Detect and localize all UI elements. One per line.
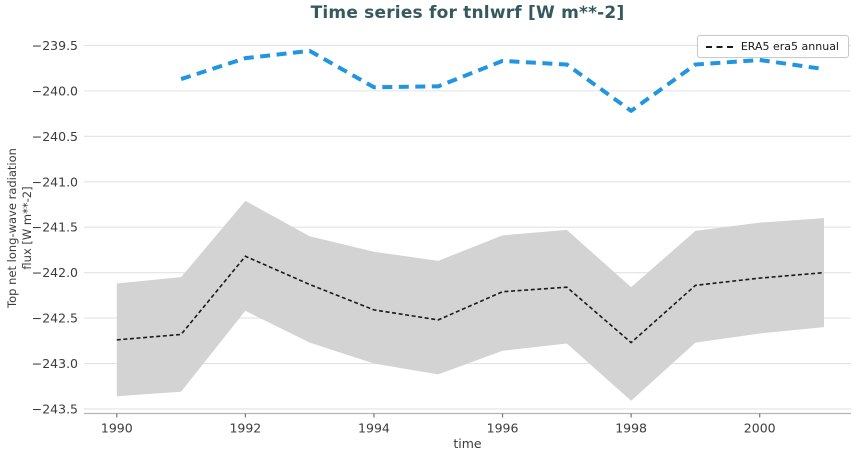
x-axis-label: time [453,436,482,451]
y-tick-label: −243.0 [32,356,78,371]
y-tick-label: −239.5 [32,38,78,53]
y-tick-label: −243.5 [32,401,78,416]
dashed-line-icon [705,45,733,48]
blue-series-line [180,48,825,113]
y-axis-label-line2: flux [W m**-2] [19,186,34,270]
y-tick-label: −242.5 [32,311,78,326]
y-tick-label: −240.5 [32,129,78,144]
y-tick-label: −241.5 [32,220,78,235]
legend: ERA5 era5 annual [696,35,849,58]
legend-label: ERA5 era5 annual [740,40,839,53]
uncertainty-band [116,200,824,401]
y-axis-label: Top net long-wave radiation flux [W m**-… [5,78,37,378]
y-axis-label-line1: Top net long-wave radiation [5,148,19,308]
x-tick-label: 1990 [101,421,133,436]
x-tick-label: 1998 [615,421,647,436]
era5-annual-line [116,255,825,344]
y-tick-label: −241.0 [32,174,78,189]
x-tick-label: 1994 [358,421,390,436]
y-tick-label: −242.0 [32,265,78,280]
x-tick-label: 1992 [229,421,261,436]
y-tick-label: −240.0 [32,83,78,98]
x-tick-label: 1996 [487,421,519,436]
x-tick-label: 2000 [744,421,776,436]
chart-title: Time series for tnlwrf [W m**-2] [310,3,625,23]
